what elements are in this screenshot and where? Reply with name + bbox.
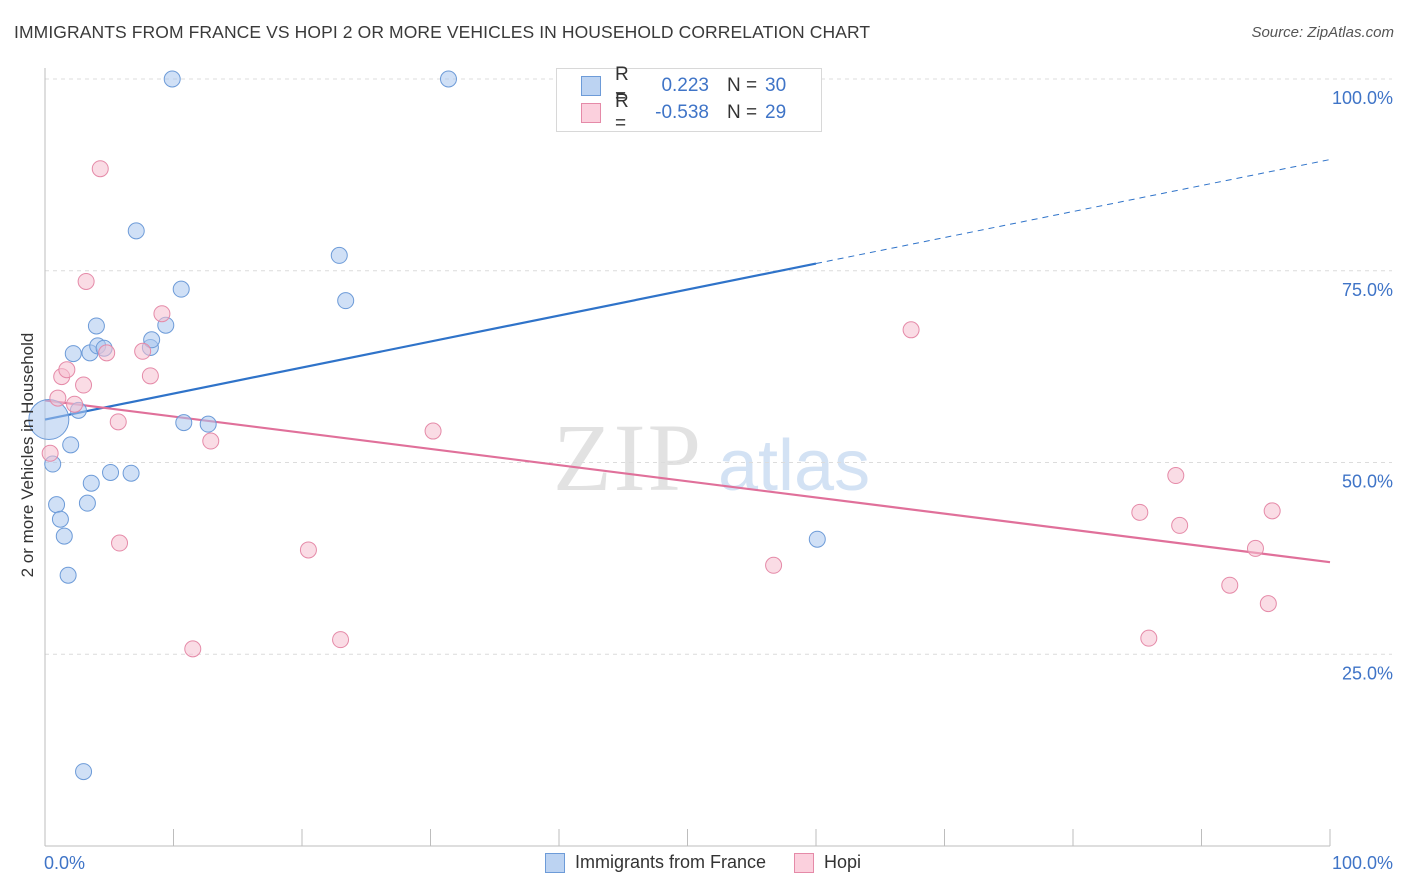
france-point: [175, 414, 193, 432]
france-point: [439, 70, 457, 88]
grid-lines: [45, 78, 1392, 655]
legend-item-france[interactable]: Immigrants from France: [544, 852, 766, 873]
x-tick-label: 100.0%: [1332, 853, 1393, 873]
hopi-legend-swatch: [794, 852, 814, 873]
france-point: [122, 464, 140, 482]
correlation-legend: R = 0.223 N = 30 R = -0.538 N = 29: [556, 64, 822, 134]
hopi-legend-label: Hopi: [824, 852, 862, 872]
n-value: 29: [765, 102, 787, 123]
hopi-point: [1131, 503, 1149, 521]
france-trend-line: [44, 262, 817, 421]
hopi-point: [98, 344, 116, 362]
hopi-point: [58, 361, 76, 379]
france-point: [163, 70, 181, 88]
hopi-point: [1263, 502, 1281, 520]
hopi-point: [902, 321, 920, 339]
france-point: [75, 763, 93, 781]
france-point: [59, 566, 77, 584]
france-point: [808, 530, 826, 548]
r-label: R =: [615, 64, 629, 107]
hopi-point: [1221, 576, 1239, 594]
france-legend-swatch: [544, 852, 565, 873]
hopi-point: [66, 395, 84, 413]
france-point: [48, 496, 66, 514]
data-points: [28, 70, 1281, 781]
france-point: [64, 345, 82, 363]
hopi-point: [1171, 516, 1189, 534]
france-legend-label: Immigrants from France: [574, 852, 766, 872]
france-point: [62, 436, 80, 454]
hopi-point: [41, 444, 59, 462]
hopi-trend-line: [44, 399, 1331, 564]
watermark-zip: ZIP: [553, 404, 703, 511]
legend-item-hopi[interactable]: Hopi: [794, 852, 861, 873]
watermark-atlas: atlas: [718, 426, 870, 506]
france-point: [28, 399, 70, 441]
france-point: [51, 510, 69, 528]
hopi-point: [49, 389, 67, 407]
france-point: [172, 280, 190, 298]
hopi-point: [424, 422, 442, 440]
france-point: [199, 415, 217, 433]
france-point: [330, 246, 348, 264]
hopi-point: [1259, 595, 1277, 613]
hopi-point: [1167, 467, 1185, 485]
tick-labels: 100.0% 75.0% 50.0% 25.0% 0.0% 100.0%: [44, 88, 1393, 873]
hopi-point: [332, 631, 350, 649]
n-label: N =: [727, 102, 758, 123]
hopi-point: [134, 342, 152, 360]
hopi-point: [765, 556, 783, 574]
france-point: [127, 222, 145, 240]
hopi-point: [75, 376, 93, 394]
france-point: [102, 463, 120, 481]
n-label: N =: [727, 75, 758, 96]
hopi-swatch: [581, 103, 601, 123]
r-label: R =: [615, 91, 629, 134]
chart-title: IMMIGRANTS FROM FRANCE VS HOPI 2 OR MORE…: [14, 22, 871, 42]
y-tick-label: 75.0%: [1342, 280, 1393, 300]
hopi-point: [202, 432, 220, 450]
france-point: [87, 317, 105, 335]
france-point: [143, 331, 161, 349]
legend-row-hopi: R = -0.538 N = 29: [557, 91, 787, 134]
hopi-point: [91, 160, 109, 178]
france-point: [337, 292, 355, 310]
y-axis-label: 2 or more Vehicles in Household: [18, 332, 37, 578]
hopi-point: [299, 541, 317, 559]
france-swatch: [581, 76, 601, 96]
france-point: [82, 474, 100, 492]
y-tick-label: 25.0%: [1342, 663, 1393, 683]
france-point: [55, 527, 73, 545]
r-value: -0.538: [655, 102, 709, 123]
france-point: [78, 494, 96, 512]
n-value: 30: [765, 75, 787, 96]
hopi-point: [111, 534, 129, 552]
r-value: 0.223: [661, 75, 709, 96]
hopi-point: [109, 413, 127, 431]
source-label: Source: ZipAtlas.com: [1251, 24, 1394, 41]
hopi-point: [141, 367, 159, 385]
france-trend-extension: [815, 159, 1331, 265]
x-tick-label: 0.0%: [44, 853, 85, 873]
series-legend: Immigrants from France Hopi: [0, 852, 1406, 873]
hopi-point: [77, 272, 95, 290]
hopi-point: [1246, 539, 1264, 557]
legend-row-france: R = 0.223 N = 30: [557, 64, 787, 107]
y-tick-label: 100.0%: [1332, 88, 1393, 108]
hopi-point: [1140, 629, 1158, 647]
hopi-point: [153, 305, 171, 323]
watermark: ZIP atlas: [553, 404, 870, 511]
hopi-point: [184, 640, 202, 658]
y-tick-label: 50.0%: [1342, 472, 1393, 492]
trend-lines: [44, 159, 1331, 564]
